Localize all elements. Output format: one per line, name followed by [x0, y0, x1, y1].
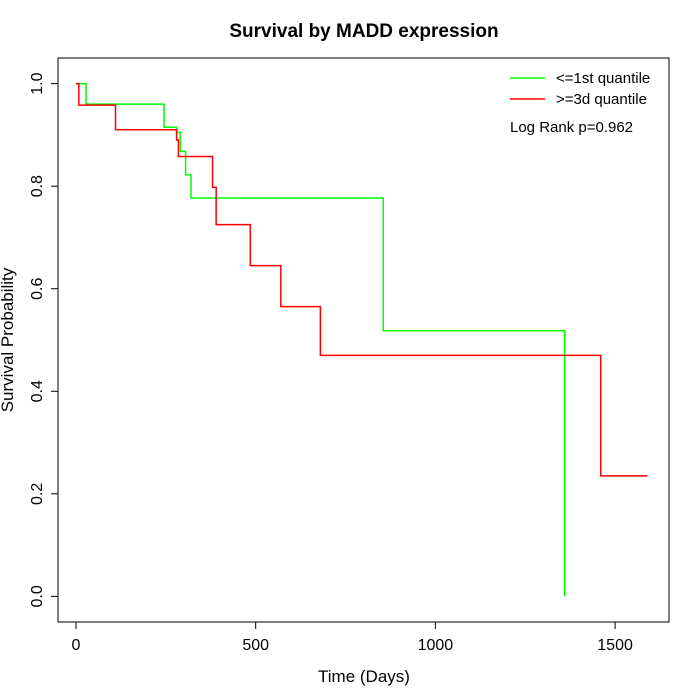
- y-tick-label: 0.6: [29, 278, 46, 300]
- x-tick-label: 1000: [418, 637, 454, 654]
- y-tick-label: 0.0: [29, 585, 46, 607]
- y-tick-label: 1.0: [29, 72, 46, 94]
- x-tick-label: 1500: [597, 637, 633, 654]
- series-line: [75, 82, 566, 597]
- x-axis: 0 500 1000 1500: [72, 621, 633, 654]
- y-tick-label: 0.4: [29, 380, 46, 402]
- y-axis-label: Survival Probability: [0, 267, 17, 412]
- legend-label: <=1st quantile: [556, 70, 650, 87]
- legend-label: >=3d quantile: [556, 91, 647, 108]
- x-tick-label: 0: [72, 637, 81, 654]
- x-axis-label: Time (Days): [318, 667, 410, 686]
- series-lines: [75, 82, 648, 597]
- plot-frame: [57, 57, 670, 623]
- legend: <=1st quantile >=3d quantile: [510, 70, 650, 108]
- y-tick-label: 0.8: [29, 175, 46, 197]
- x-tick-label: 500: [242, 637, 269, 654]
- chart-title: Survival by MADD expression: [229, 21, 498, 42]
- y-tick-label: 0.2: [29, 483, 46, 505]
- series-line: [75, 82, 648, 477]
- log-rank-annotation: Log Rank p=0.962: [510, 119, 633, 136]
- y-axis: 0.0 0.2 0.4 0.6 0.8 1.0: [29, 72, 59, 607]
